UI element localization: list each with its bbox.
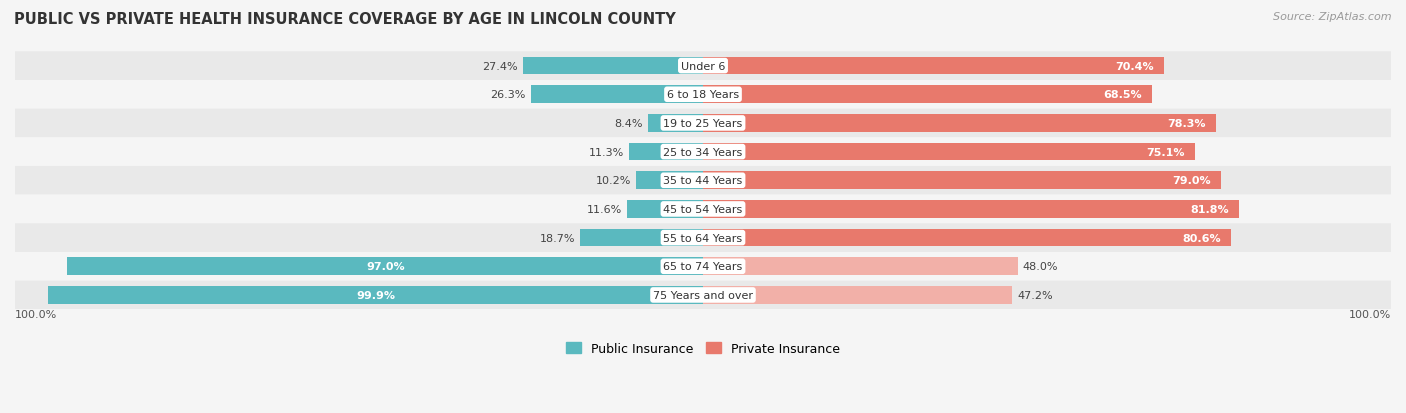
Text: 100.0%: 100.0% [15,309,58,320]
Text: PUBLIC VS PRIVATE HEALTH INSURANCE COVERAGE BY AGE IN LINCOLN COUNTY: PUBLIC VS PRIVATE HEALTH INSURANCE COVER… [14,12,676,27]
Bar [703,86,1152,104]
Bar [636,172,703,190]
Bar [703,143,1195,161]
Text: 27.4%: 27.4% [482,62,519,71]
Bar [67,258,703,275]
Bar [703,57,1164,75]
Text: 48.0%: 48.0% [1022,262,1059,272]
Text: 55 to 64 Years: 55 to 64 Years [664,233,742,243]
Text: 100.0%: 100.0% [1348,309,1391,320]
Text: 75.1%: 75.1% [1146,147,1185,157]
FancyBboxPatch shape [15,224,1391,252]
FancyBboxPatch shape [15,138,1391,166]
Bar [703,229,1232,247]
Text: 68.5%: 68.5% [1104,90,1142,100]
Text: 35 to 44 Years: 35 to 44 Years [664,176,742,186]
Bar [703,286,1012,304]
Text: 8.4%: 8.4% [614,119,643,128]
Bar [48,286,703,304]
Text: 81.8%: 81.8% [1191,204,1229,214]
Text: 97.0%: 97.0% [366,262,405,272]
Text: 25 to 34 Years: 25 to 34 Years [664,147,742,157]
Bar [581,229,703,247]
Bar [703,115,1216,133]
Text: 45 to 54 Years: 45 to 54 Years [664,204,742,214]
Bar [703,172,1220,190]
Bar [523,57,703,75]
Text: 65 to 74 Years: 65 to 74 Years [664,262,742,272]
Bar [703,258,1018,275]
Text: 6 to 18 Years: 6 to 18 Years [666,90,740,100]
FancyBboxPatch shape [15,252,1391,281]
Text: Under 6: Under 6 [681,62,725,71]
Text: 10.2%: 10.2% [596,176,631,186]
Text: 47.2%: 47.2% [1018,290,1053,300]
Text: 26.3%: 26.3% [491,90,526,100]
FancyBboxPatch shape [15,166,1391,195]
Text: 75 Years and over: 75 Years and over [652,290,754,300]
Bar [530,86,703,104]
Bar [628,143,703,161]
FancyBboxPatch shape [15,281,1391,309]
Text: 11.3%: 11.3% [589,147,624,157]
FancyBboxPatch shape [15,52,1391,81]
Text: 99.9%: 99.9% [356,290,395,300]
Text: 19 to 25 Years: 19 to 25 Years [664,119,742,128]
Bar [648,115,703,133]
Text: 80.6%: 80.6% [1182,233,1220,243]
FancyBboxPatch shape [15,195,1391,224]
Bar [627,201,703,218]
Text: 11.6%: 11.6% [586,204,621,214]
Text: 78.3%: 78.3% [1167,119,1206,128]
Legend: Public Insurance, Private Insurance: Public Insurance, Private Insurance [561,337,845,360]
FancyBboxPatch shape [15,81,1391,109]
Text: 70.4%: 70.4% [1115,62,1154,71]
Bar [703,201,1239,218]
Text: Source: ZipAtlas.com: Source: ZipAtlas.com [1274,12,1392,22]
FancyBboxPatch shape [15,109,1391,138]
Text: 79.0%: 79.0% [1171,176,1211,186]
Text: 18.7%: 18.7% [540,233,575,243]
